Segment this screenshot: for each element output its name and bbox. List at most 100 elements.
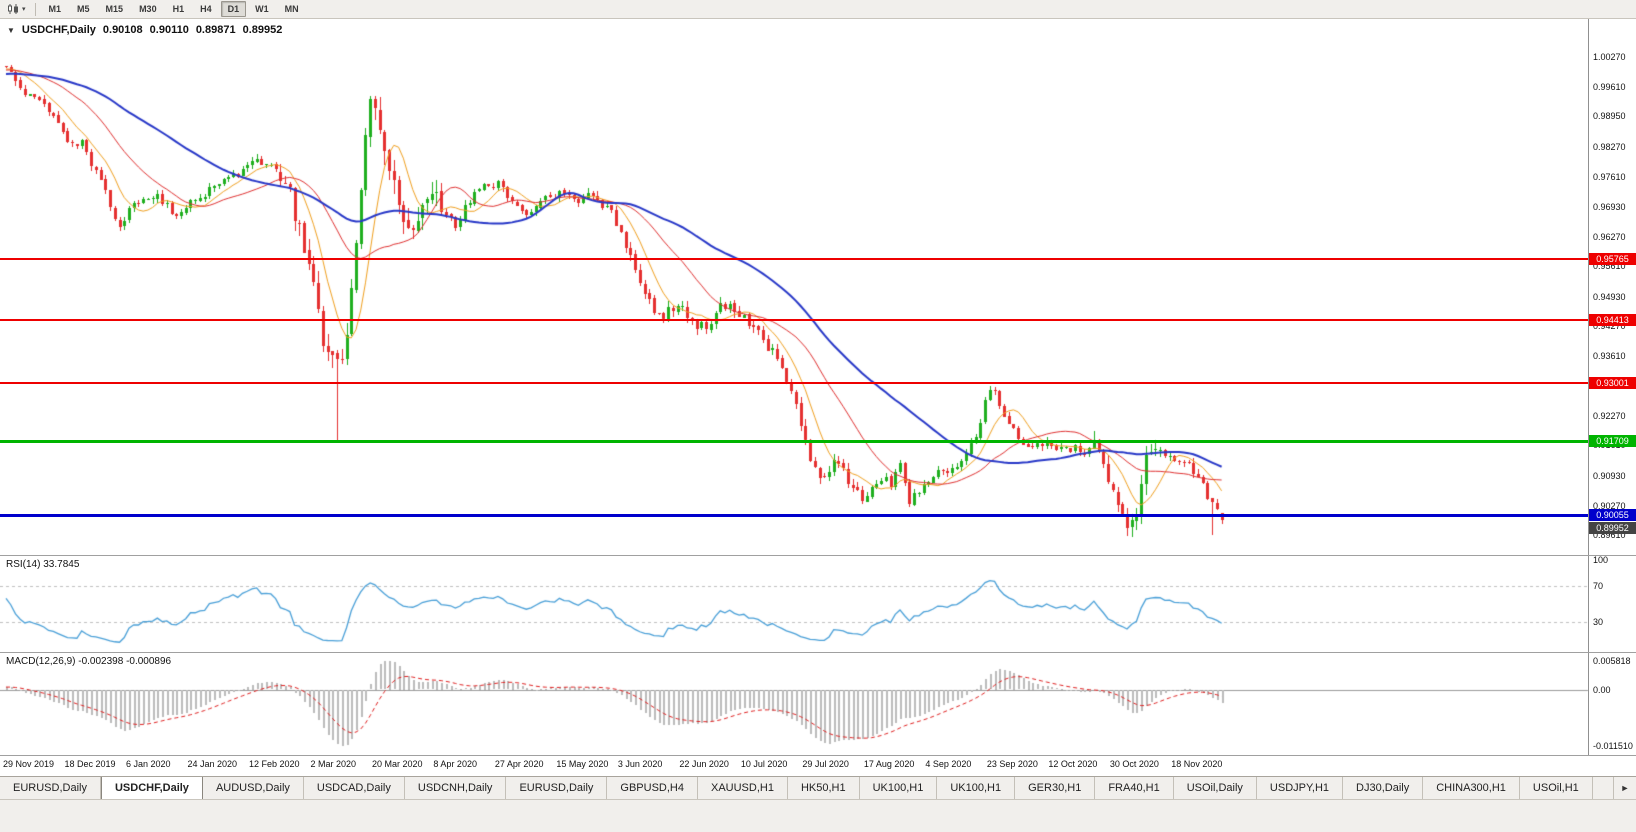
price-axis-tick: 0.96270 xyxy=(1593,231,1626,242)
macd-axis-label: -0.011510 xyxy=(1593,741,1633,751)
ohlc-close-value: 0.89952 xyxy=(242,24,283,36)
date-axis-label: 10 Jul 2020 xyxy=(740,759,788,769)
horizontal-line-resistance-1[interactable] xyxy=(0,258,1588,260)
price-axis-tick: 0.91610 xyxy=(1593,440,1626,451)
chart-tab-8-hk50-h1[interactable]: HK50,H1 xyxy=(788,777,860,800)
horizontal-line-resistance-3[interactable] xyxy=(0,382,1588,384)
date-axis-label: 12 Oct 2020 xyxy=(1048,759,1098,769)
rsi-pane-splitter[interactable] xyxy=(0,555,1636,556)
price-axis-tick: 0.98270 xyxy=(1593,141,1626,152)
chart-tab-15-dj30-daily[interactable]: DJ30,Daily xyxy=(1343,777,1424,800)
symbol-period-label: USDCHF,Daily xyxy=(21,24,96,36)
chart-tab-5-eurusd-daily[interactable]: EURUSD,Daily xyxy=(506,777,608,800)
chart-tab-4-usdcnh-daily[interactable]: USDCNH,Daily xyxy=(405,777,507,800)
date-axis-scale[interactable]: 29 Nov 2019 18 Dec 2019 6 Jan 2020 24 Jan 2… xyxy=(0,757,1636,776)
date-axis-label: 6 Jan 2020 xyxy=(125,759,171,769)
timeframe-button-m5[interactable]: M5 xyxy=(77,4,90,14)
status-strip xyxy=(0,799,1636,832)
chart-tab-10-uk100-h1[interactable]: UK100,H1 xyxy=(937,777,1016,800)
date-axis-label: 18 Nov 2020 xyxy=(1171,759,1223,769)
tab-scroll-right-button[interactable]: ► xyxy=(1613,777,1636,800)
chart-tab-2-audusd-daily[interactable]: AUDUSD,Daily xyxy=(203,777,304,800)
price-axis-tick: 0.99610 xyxy=(1593,81,1626,92)
rsi-indicator-label: RSI(14) 33.7845 xyxy=(6,559,80,570)
chart-title: ▼ USDCHF,Daily 0.90108 0.90110 0.89871 0… xyxy=(7,24,282,36)
price-axis-tick: 0.93610 xyxy=(1593,350,1626,361)
chart-tab-bar: EURUSD,Daily USDCHF,Daily AUDUSD,Daily USDC… xyxy=(0,776,1636,800)
date-axis-label: 3 Jun 2020 xyxy=(617,759,663,769)
timeframe-button-w1[interactable]: W1 xyxy=(255,4,269,14)
date-axis-label: 27 Apr 2020 xyxy=(494,759,544,769)
price-axis-tick: 0.90270 xyxy=(1593,500,1626,511)
price-axis-tick: 0.97610 xyxy=(1593,171,1626,182)
timeframe-buttons-group: M1 M5 M15 M30 H1 H4 D1 W1 MN xyxy=(41,1,307,17)
horizontal-line-resistance-2[interactable] xyxy=(0,319,1588,321)
chart-tab-11-ger30-h1[interactable]: GER30,H1 xyxy=(1015,777,1096,800)
horizontal-line-support-green[interactable] xyxy=(0,440,1588,443)
price-axis-tick: 0.96930 xyxy=(1593,201,1626,212)
chart-tab-6-gbpusd-h4[interactable]: GBPUSD,H4 xyxy=(607,777,698,800)
price-axis-tick: 0.95610 xyxy=(1593,261,1626,272)
ohlc-high-value: 0.90110 xyxy=(149,24,189,36)
date-axis-label: 15 May 2020 xyxy=(556,759,609,769)
chart-tab-0-eurusd-daily[interactable]: EURUSD,Daily xyxy=(0,777,101,800)
price-axis-tick: 0.94930 xyxy=(1593,291,1626,302)
toolbar-separator xyxy=(34,2,36,16)
timeframe-button-m15[interactable]: M15 xyxy=(105,4,124,14)
chart-tab-14-usdjpy-h1[interactable]: USDJPY,H1 xyxy=(1257,777,1344,800)
macd-pane-splitter[interactable] xyxy=(0,652,1636,653)
date-axis-label: 29 Jul 2020 xyxy=(802,759,849,769)
timeframe-button-h4[interactable]: H4 xyxy=(200,4,212,14)
date-axis-label: 2 Mar 2020 xyxy=(310,759,356,769)
price-axis-tick: 0.89610 xyxy=(1593,530,1626,541)
price-axis-tick: 0.98950 xyxy=(1593,111,1626,122)
price-axis-tick: 0.92270 xyxy=(1593,410,1626,421)
date-axis-separator xyxy=(0,755,1636,756)
chart-tab-7-xauusd-h1[interactable]: XAUUSD,H1 xyxy=(698,777,788,800)
macd-axis-label: 0.005818 xyxy=(1593,656,1631,666)
price-axis-tick: 1.00270 xyxy=(1593,52,1626,63)
price-axis-tick: 0.92930 xyxy=(1593,381,1626,392)
date-axis-label: 20 Mar 2020 xyxy=(371,759,423,769)
chart-tab-12-fra40-h1[interactable]: FRA40,H1 xyxy=(1095,777,1174,800)
timeframe-button-d1[interactable]: D1 xyxy=(220,1,247,17)
date-axis-label: 30 Oct 2020 xyxy=(1109,759,1159,769)
chart-tab-17-usoil-h1[interactable]: USOil,H1 xyxy=(1520,777,1593,800)
chart-type-button[interactable]: ▾ xyxy=(3,1,30,17)
date-axis-label: 24 Jan 2020 xyxy=(187,759,238,769)
date-axis-label: 18 Dec 2019 xyxy=(64,759,116,769)
macd-axis-label: 0.00 xyxy=(1593,684,1611,695)
rsi-axis-label: 70 xyxy=(1593,581,1604,592)
collapse-chart-arrow-icon[interactable]: ▼ xyxy=(7,25,15,35)
date-axis-label: 8 Apr 2020 xyxy=(433,759,477,769)
chart-tab-16-china300-h1[interactable]: CHINA300,H1 xyxy=(1423,777,1520,800)
price-axis-tick: 0.90930 xyxy=(1593,470,1626,481)
date-axis-label: 29 Nov 2019 xyxy=(3,759,55,769)
date-axis-label: 23 Sep 2020 xyxy=(986,759,1038,769)
rsi-axis-label: 30 xyxy=(1593,616,1604,627)
date-axis-label: 17 Aug 2020 xyxy=(863,759,915,769)
timeframe-button-mn[interactable]: MN xyxy=(284,4,299,14)
horizontal-line-support-blue[interactable] xyxy=(0,514,1588,517)
candlestick-chart-icon xyxy=(8,4,18,14)
timeframe-button-m1[interactable]: M1 xyxy=(48,4,62,14)
chart-tab-1-usdchf-daily[interactable]: USDCHF,Daily xyxy=(100,777,203,800)
chart-tab-13-usoil-daily[interactable]: USOil,Daily xyxy=(1174,777,1257,800)
chart-tabs-group: EURUSD,Daily USDCHF,Daily AUDUSD,Daily USDC… xyxy=(0,777,1613,800)
timeframe-button-h1[interactable]: H1 xyxy=(172,4,185,14)
date-axis-label: 22 Jun 2020 xyxy=(679,759,729,769)
chevron-down-icon: ▾ xyxy=(22,6,26,13)
chart-tab-3-usdcad-daily[interactable]: USDCAD,Daily xyxy=(304,777,405,800)
price-axis-scale[interactable] xyxy=(1588,18,1636,755)
timeframe-button-m30[interactable]: M30 xyxy=(139,4,157,14)
date-axis-label: 4 Sep 2020 xyxy=(925,759,972,769)
price-axis-tick: 0.94270 xyxy=(1593,321,1626,332)
timeframe-toolbar: ▾ M1 M5 M15 M30 H1 H4 D1 W1 MN xyxy=(0,0,1636,19)
ohlc-low-value: 0.89871 xyxy=(195,24,236,36)
date-axis-label: 12 Feb 2020 xyxy=(248,759,300,769)
macd-indicator-label: MACD(12,26,9) -0.002398 -0.000896 xyxy=(6,656,172,667)
rsi-axis-label: 100 xyxy=(1593,555,1609,565)
chart-tab-9-uk100-h1[interactable]: UK100,H1 xyxy=(860,777,938,800)
